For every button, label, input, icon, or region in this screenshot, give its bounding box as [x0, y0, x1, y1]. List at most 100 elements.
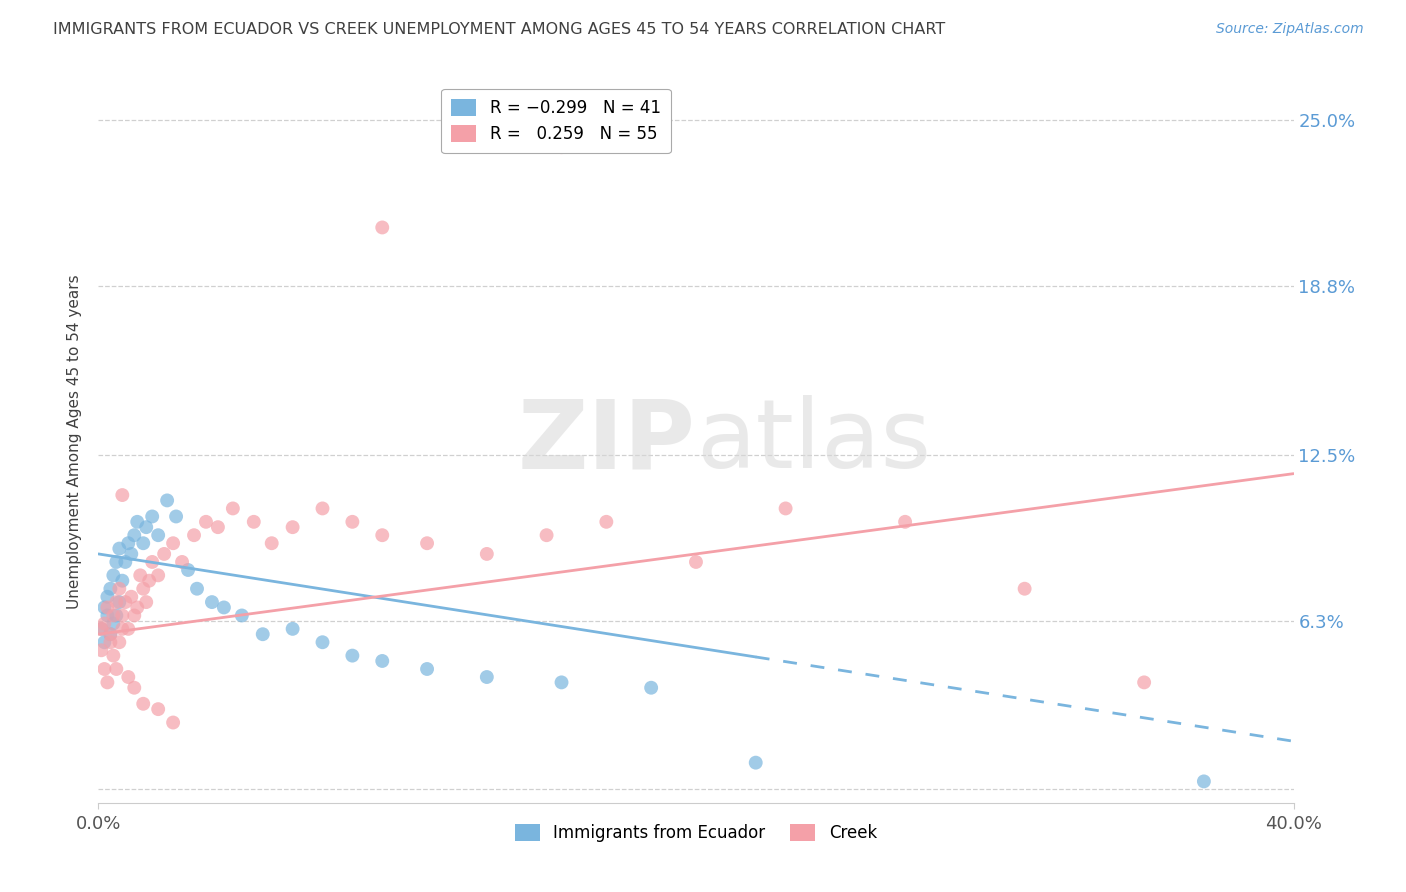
Point	[177, 563, 200, 577]
Point	[117, 670, 139, 684]
Point	[201, 595, 224, 609]
Point	[162, 536, 184, 550]
Point	[98, 627, 122, 641]
Point	[93, 616, 115, 631]
Point	[98, 582, 122, 596]
Point	[281, 622, 304, 636]
Point	[183, 528, 205, 542]
Point	[120, 547, 142, 561]
Point	[1192, 774, 1215, 789]
Point	[685, 555, 707, 569]
Point	[550, 675, 572, 690]
Point	[93, 600, 115, 615]
Point	[129, 568, 152, 582]
Legend: Immigrants from Ecuador, Creek: Immigrants from Ecuador, Creek	[509, 817, 883, 848]
Point	[745, 756, 768, 770]
Point	[1014, 582, 1036, 596]
Point	[212, 600, 235, 615]
Point	[416, 536, 439, 550]
Point	[894, 515, 917, 529]
Point	[103, 648, 125, 663]
Point	[595, 515, 617, 529]
Point	[98, 627, 122, 641]
Point	[105, 608, 128, 623]
Point	[124, 528, 146, 542]
Point	[114, 595, 136, 609]
Point	[172, 555, 194, 569]
Point	[111, 574, 134, 588]
Point	[475, 670, 498, 684]
Point	[165, 509, 187, 524]
Point	[231, 608, 253, 623]
Point	[141, 509, 163, 524]
Point	[132, 697, 155, 711]
Point	[243, 515, 266, 529]
Point	[120, 590, 142, 604]
Point	[117, 622, 139, 636]
Point	[138, 574, 160, 588]
Point	[135, 595, 157, 609]
Point	[108, 541, 131, 556]
Point	[281, 520, 304, 534]
Point	[153, 547, 176, 561]
Point	[90, 622, 112, 636]
Point	[260, 536, 283, 550]
Point	[162, 715, 184, 730]
Text: atlas: atlas	[696, 395, 931, 488]
Point	[371, 528, 394, 542]
Point	[111, 608, 134, 623]
Point	[105, 555, 128, 569]
Point	[127, 600, 149, 615]
Text: ZIP: ZIP	[517, 395, 696, 488]
Point	[114, 555, 136, 569]
Point	[252, 627, 274, 641]
Point	[111, 488, 134, 502]
Point	[311, 635, 333, 649]
Point	[96, 600, 118, 615]
Point	[207, 520, 229, 534]
Point	[148, 568, 170, 582]
Point	[222, 501, 245, 516]
Point	[311, 501, 333, 516]
Point	[103, 616, 125, 631]
Point	[371, 654, 394, 668]
Point	[93, 635, 115, 649]
Point	[90, 643, 112, 657]
Point	[640, 681, 662, 695]
Point	[1133, 675, 1156, 690]
Point	[195, 515, 218, 529]
Point	[103, 608, 125, 623]
Point	[124, 681, 146, 695]
Point	[342, 648, 364, 663]
Point	[111, 622, 134, 636]
Point	[108, 635, 131, 649]
Point	[98, 635, 122, 649]
Point	[108, 595, 131, 609]
Point	[475, 547, 498, 561]
Point	[416, 662, 439, 676]
Point	[105, 662, 128, 676]
Point	[105, 595, 128, 609]
Point	[775, 501, 797, 516]
Point	[127, 515, 149, 529]
Point	[90, 622, 112, 636]
Point	[371, 220, 394, 235]
Point	[342, 515, 364, 529]
Point	[550, 140, 572, 154]
Point	[148, 702, 170, 716]
Point	[135, 520, 157, 534]
Point	[124, 608, 146, 623]
Point	[96, 675, 118, 690]
Point	[117, 536, 139, 550]
Point	[96, 608, 118, 623]
Text: IMMIGRANTS FROM ECUADOR VS CREEK UNEMPLOYMENT AMONG AGES 45 TO 54 YEARS CORRELAT: IMMIGRANTS FROM ECUADOR VS CREEK UNEMPLO…	[53, 22, 946, 37]
Point	[108, 582, 131, 596]
Point	[141, 555, 163, 569]
Point	[132, 536, 155, 550]
Point	[148, 528, 170, 542]
Point	[103, 568, 125, 582]
Point	[186, 582, 208, 596]
Point	[536, 528, 558, 542]
Y-axis label: Unemployment Among Ages 45 to 54 years: Unemployment Among Ages 45 to 54 years	[67, 274, 83, 609]
Point	[156, 493, 179, 508]
